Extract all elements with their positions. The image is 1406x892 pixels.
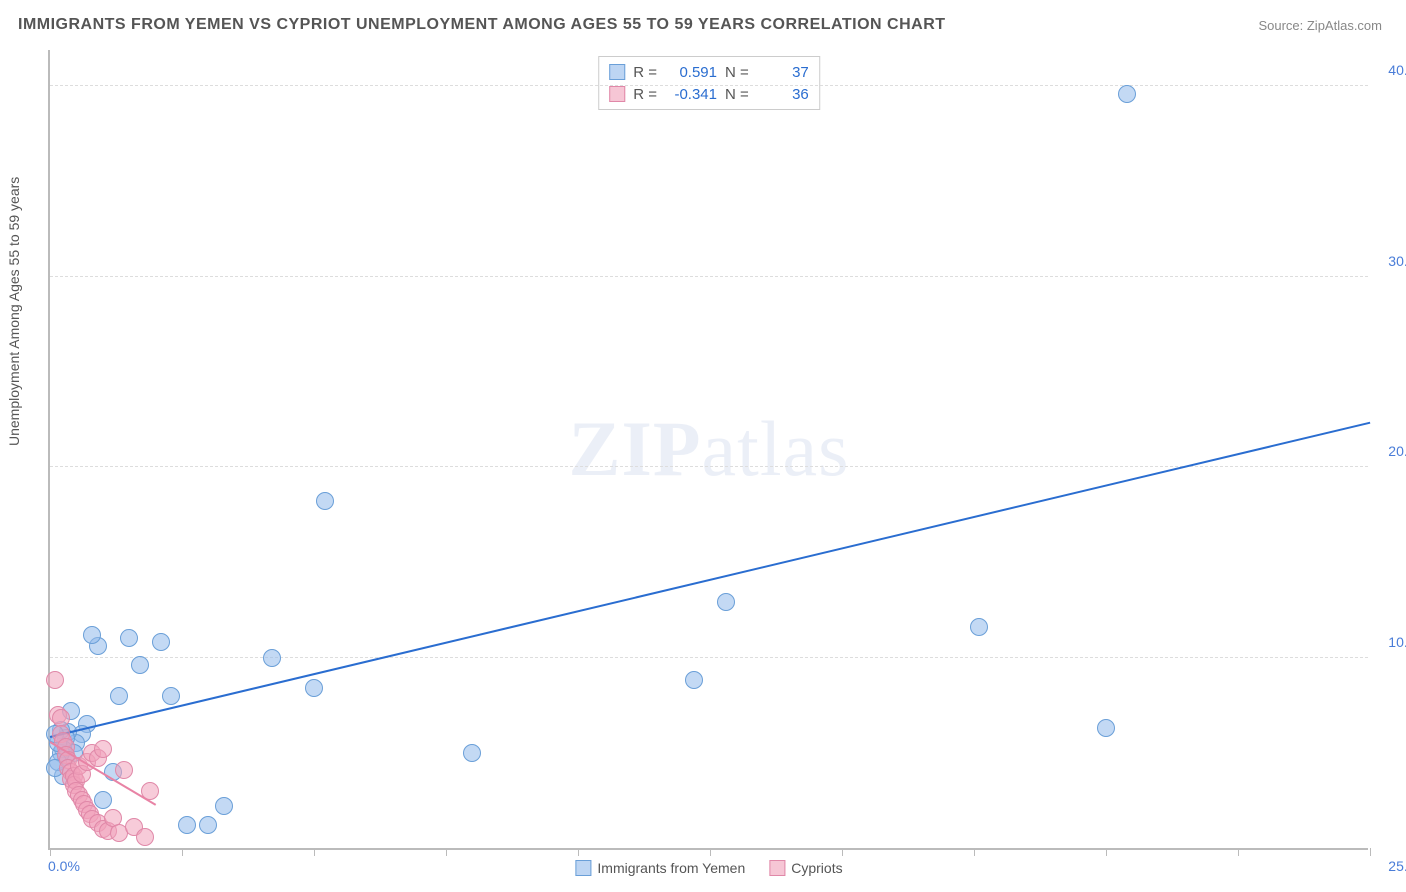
scatter-point — [110, 687, 128, 705]
y-tick-label: 20.0% — [1388, 443, 1406, 459]
legend-label-series1: Immigrants from Yemen — [597, 860, 745, 876]
source-attribution: Source: ZipAtlas.com — [1258, 18, 1382, 33]
y-axis-label: Unemployment Among Ages 55 to 59 years — [6, 177, 22, 446]
x-tick — [314, 848, 315, 856]
x-tick — [182, 848, 183, 856]
x-tick — [1106, 848, 1107, 856]
x-tick — [446, 848, 447, 856]
r-value-series2: -0.341 — [665, 86, 717, 103]
swatch-blue-icon — [575, 860, 591, 876]
legend-row-series1: R = 0.591 N = 37 — [609, 61, 809, 83]
x-tick — [974, 848, 975, 856]
scatter-plot-area: ZIPatlas R = 0.591 N = 37 R = -0.341 N =… — [48, 50, 1368, 850]
n-label: N = — [725, 64, 749, 81]
legend-item-series1: Immigrants from Yemen — [575, 860, 745, 876]
correlation-legend: R = 0.591 N = 37 R = -0.341 N = 36 — [598, 56, 820, 110]
scatter-point — [94, 791, 112, 809]
x-tick-origin: 0.0% — [48, 858, 80, 874]
gridline-h — [50, 276, 1368, 277]
x-tick — [1238, 848, 1239, 856]
scatter-point — [316, 492, 334, 510]
scatter-point — [46, 671, 64, 689]
y-tick-label: 30.0% — [1388, 253, 1406, 269]
legend-row-series2: R = -0.341 N = 36 — [609, 83, 809, 105]
swatch-blue-icon — [609, 64, 625, 80]
y-tick-label: 10.0% — [1388, 634, 1406, 650]
x-tick — [1370, 848, 1371, 856]
scatter-point — [94, 740, 112, 758]
r-label: R = — [633, 64, 657, 81]
scatter-point — [685, 671, 703, 689]
scatter-point — [178, 816, 196, 834]
n-value-series2: 36 — [757, 86, 809, 103]
series-legend: Immigrants from Yemen Cypriots — [575, 860, 842, 876]
scatter-point — [263, 649, 281, 667]
scatter-point — [136, 828, 154, 846]
n-value-series1: 37 — [757, 64, 809, 81]
scatter-point — [463, 744, 481, 762]
scatter-point — [83, 626, 101, 644]
scatter-point — [1118, 85, 1136, 103]
trend-line — [50, 421, 1370, 737]
scatter-point — [152, 633, 170, 651]
swatch-pink-icon — [609, 86, 625, 102]
scatter-point — [305, 679, 323, 697]
r-label: R = — [633, 86, 657, 103]
scatter-point — [131, 656, 149, 674]
scatter-point — [717, 593, 735, 611]
gridline-h — [50, 657, 1368, 658]
chart-title: IMMIGRANTS FROM YEMEN VS CYPRIOT UNEMPLO… — [18, 16, 946, 34]
scatter-point — [199, 816, 217, 834]
gridline-h — [50, 85, 1368, 86]
legend-item-series2: Cypriots — [769, 860, 842, 876]
y-tick-label: 40.0% — [1388, 62, 1406, 78]
x-tick — [710, 848, 711, 856]
r-value-series1: 0.591 — [665, 64, 717, 81]
scatter-point — [162, 687, 180, 705]
x-tick — [578, 848, 579, 856]
n-label: N = — [725, 86, 749, 103]
scatter-point — [120, 629, 138, 647]
legend-label-series2: Cypriots — [791, 860, 842, 876]
x-tick — [842, 848, 843, 856]
watermark: ZIPatlas — [569, 404, 850, 494]
x-tick — [50, 848, 51, 856]
x-tick-max: 25.0% — [1388, 858, 1406, 874]
source-label: Source: — [1258, 18, 1306, 33]
gridline-h — [50, 466, 1368, 467]
scatter-point — [215, 797, 233, 815]
scatter-point — [115, 761, 133, 779]
swatch-pink-icon — [769, 860, 785, 876]
source-name: ZipAtlas.com — [1307, 18, 1382, 33]
watermark-bold: ZIP — [569, 405, 702, 492]
scatter-point — [970, 618, 988, 636]
scatter-point — [1097, 719, 1115, 737]
watermark-light: atlas — [702, 405, 850, 492]
